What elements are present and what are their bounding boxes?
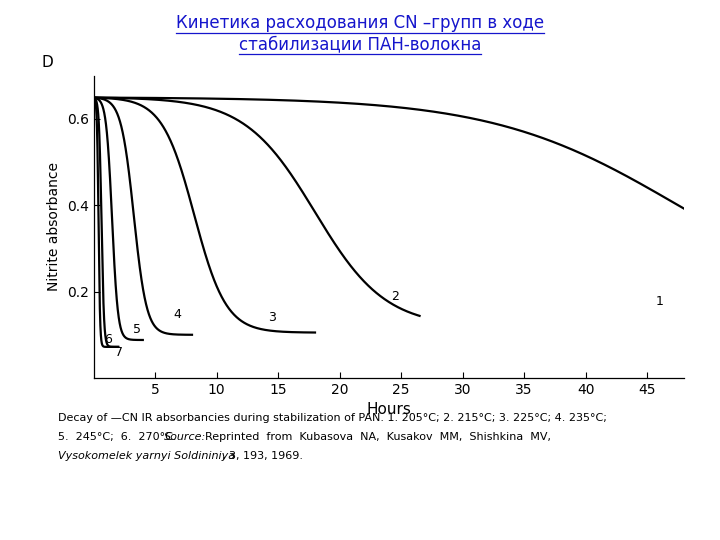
Y-axis label: Nitrite absorbance: Nitrite absorbance (48, 163, 61, 291)
Text: Vysokomelek yarnyi Soldininiya: Vysokomelek yarnyi Soldininiya (58, 451, 235, 461)
Text: Кинетика расходования CN –групп в ходе: Кинетика расходования CN –групп в ходе (176, 14, 544, 31)
Text: 5.  245°C;  6.  270°C.: 5. 245°C; 6. 270°C. (58, 432, 183, 442)
Text: 6: 6 (104, 333, 112, 346)
Text: Reprinted  from  Kubasova  NA,  Kusakov  MM,  Shishkina  MV,: Reprinted from Kubasova NA, Kusakov MM, … (198, 432, 551, 442)
Text: стабилизации ПАН-волокна: стабилизации ПАН-волокна (239, 35, 481, 53)
Text: 3: 3 (268, 311, 276, 324)
Text: 1: 1 (655, 295, 663, 308)
Text: Source:: Source: (164, 432, 207, 442)
Text: 4: 4 (174, 308, 181, 321)
Text: D: D (42, 55, 53, 70)
Text: 5: 5 (132, 323, 140, 336)
Text: , 3, 193, 1969.: , 3, 193, 1969. (222, 451, 302, 461)
Text: 7: 7 (115, 346, 123, 359)
X-axis label: Hours: Hours (366, 402, 411, 417)
Text: Decay of —CN IR absorbancies during stabilization of PAN. 1. 205°C; 2. 215°C; 3.: Decay of —CN IR absorbancies during stab… (58, 413, 606, 423)
Text: 2: 2 (391, 291, 399, 303)
